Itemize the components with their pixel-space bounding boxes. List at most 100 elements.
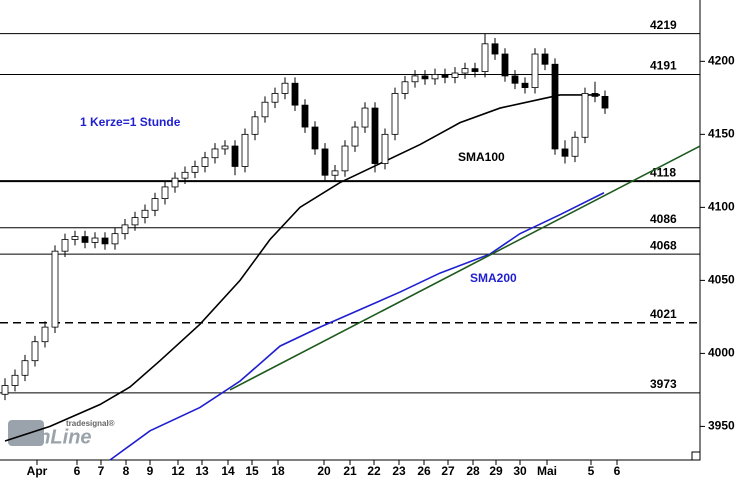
candle-body [241,133,249,167]
level-label: 4118 [650,165,676,179]
candle-body [81,236,89,243]
candle-body [141,209,149,218]
candle-body [391,93,399,135]
x-tick-label: 15 [245,464,259,478]
candle-body [311,126,319,150]
candle-body [161,186,169,200]
candle-body [111,233,119,245]
candle-body [231,145,239,167]
candle-body [421,75,429,80]
candle-body [571,136,579,157]
annotation: SMA200 [470,271,517,285]
y-tick-label: 3950 [708,419,735,433]
candle-body [381,133,389,164]
logo-main: onLine [26,426,92,448]
y-tick-label: 4050 [708,273,735,287]
x-tick-label: 13 [195,464,209,478]
candle-body [101,237,109,245]
candle-body [371,107,379,164]
candle-body [131,217,139,226]
candle-body [121,224,129,235]
candle-body [31,341,39,362]
candle-body [41,326,49,343]
x-tick-label: 8 [123,464,130,478]
x-tick-label: Apr [27,464,48,478]
candle-body [401,81,409,94]
candle-body [1,385,9,395]
candle-body [151,198,159,211]
candle-body [321,148,329,176]
candle-body [491,43,499,55]
annotation: SMA100 [458,150,505,164]
candle-body [91,237,99,243]
candle-body [541,53,549,65]
x-tick-label: 27 [441,464,455,478]
x-tick-label: 6 [614,464,621,478]
x-tick-label: 28 [466,464,480,478]
candle-body [521,82,529,89]
x-tick-label: 20 [317,464,331,478]
line-series [4,94,600,442]
level-label: 3973 [650,377,677,391]
y-tick-label: 4200 [708,54,735,68]
level-label: 4191 [650,59,677,73]
candle-body [211,148,219,159]
x-tick-label: 18 [271,464,285,478]
candle-body [351,126,359,147]
candle-body [21,360,29,376]
x-tick-label: 9 [147,464,154,478]
level-label: 4021 [650,307,677,321]
x-tick-label: 12 [171,464,185,478]
logo-badge [8,420,44,446]
x-tick-label: 7 [98,464,105,478]
candle-body [201,157,209,167]
candle-body [551,63,559,150]
candle-body [251,116,259,135]
candle-body [471,68,479,72]
x-tick-label: 21 [343,464,357,478]
candle-body [511,75,519,84]
x-tick-label: 22 [367,464,381,478]
y-tick-label: 4000 [708,346,735,360]
y-tick-label: 4150 [708,127,735,141]
candle-body [591,93,599,97]
x-tick-label: Mai [537,464,557,478]
x-tick-label: 5 [588,464,595,478]
candle-body [561,148,569,157]
candle-body [441,74,449,78]
level-label: 4086 [650,212,677,226]
candle-body [271,93,279,103]
candle-body [431,74,439,80]
x-tick-label: 23 [392,464,406,478]
candle-body [181,171,189,179]
candle-body [291,82,299,106]
x-tick-label: 6 [74,464,81,478]
candle-body [451,72,459,78]
candle-body [581,93,589,138]
level-label: 4068 [650,238,677,252]
level-label: 4219 [650,18,677,32]
x-tick-label: 30 [513,464,527,478]
x-tick-label: 14 [221,464,235,478]
annotation: 1 Kerze=1 Stunde [80,115,181,129]
candle-body [461,68,469,74]
logo-top: tradesignal® [66,419,115,428]
candle-body [71,236,79,240]
x-tick-label: 29 [489,464,503,478]
candle-body [261,101,269,118]
candle-body [331,170,339,176]
candle-body [191,166,199,173]
candle-body [171,177,179,188]
candle-body [11,374,19,386]
candle-body [501,53,509,77]
candle-body [341,145,349,172]
candle-body [361,107,369,128]
y-tick-label: 4100 [708,200,735,214]
x-tick-label: 26 [417,464,431,478]
candle-body [301,104,309,128]
line-series [109,192,605,461]
candle-body [531,53,539,89]
candle-body [281,82,289,94]
